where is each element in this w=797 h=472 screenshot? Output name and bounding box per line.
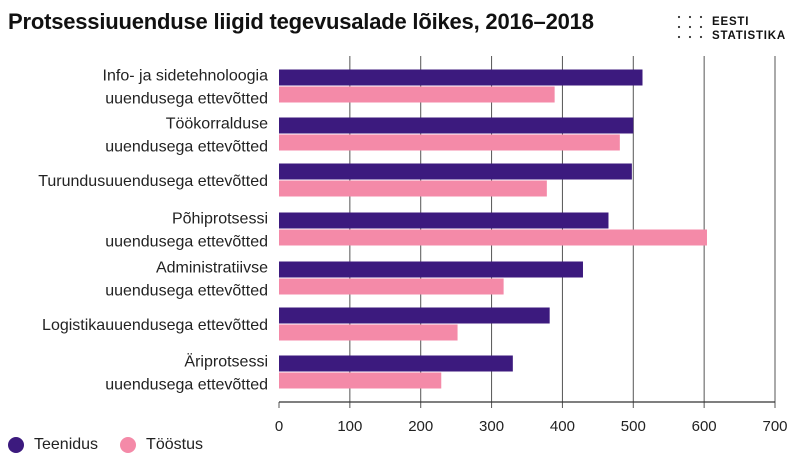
x-tick-label: 600 bbox=[692, 418, 717, 435]
bar-toostus[interactable] bbox=[279, 372, 442, 389]
chart-title: Protsessiuuenduse liigid tegevusalade lõ… bbox=[8, 9, 594, 34]
x-tick-label: 200 bbox=[408, 418, 433, 435]
x-tick-label: 0 bbox=[275, 418, 283, 435]
category-label: Äriprotsessi bbox=[184, 353, 268, 371]
x-tick-label: 500 bbox=[621, 418, 646, 435]
bar-toostus[interactable] bbox=[279, 86, 555, 103]
bar-toostus[interactable] bbox=[279, 229, 707, 246]
bar-teenidus[interactable] bbox=[279, 117, 634, 134]
category-label: Info- ja sidetehnoloogia bbox=[103, 68, 269, 85]
category-label: uuendusega ettevõtted bbox=[105, 91, 268, 108]
category-label: Põhiprotsessi bbox=[172, 211, 268, 228]
bar-toostus[interactable] bbox=[279, 278, 504, 295]
x-tick-label: 700 bbox=[762, 418, 787, 435]
x-tick-label: 400 bbox=[550, 418, 575, 435]
category-label: Töökorralduse bbox=[166, 116, 268, 133]
category-label: Administratiivse bbox=[156, 260, 268, 277]
logo-line-2: STATISTIKA bbox=[712, 30, 787, 42]
x-axis: 0 100 200 300 400 500 600 700 bbox=[275, 401, 788, 435]
legend-item-teenidus[interactable]: Teenidus bbox=[8, 436, 98, 454]
legend-label-teenidus: Teenidus bbox=[34, 436, 99, 453]
category-label: uuendusega ettevõtted bbox=[105, 234, 268, 251]
bar-teenidus[interactable] bbox=[279, 307, 550, 324]
category-label: uuendusega ettevõtted bbox=[105, 377, 268, 394]
bar-teenidus[interactable] bbox=[279, 163, 632, 180]
category-label: Logistikauuendusega ettevõtted bbox=[42, 317, 268, 334]
bar-toostus[interactable] bbox=[279, 134, 620, 151]
bar-toostus[interactable] bbox=[279, 180, 547, 197]
bar-teenidus[interactable] bbox=[279, 69, 643, 86]
x-tick-label: 300 bbox=[479, 418, 504, 435]
bar-toostus[interactable] bbox=[279, 324, 458, 341]
category-label: uuendusega ettevõtted bbox=[105, 283, 268, 300]
logo-dots-icon bbox=[677, 15, 703, 39]
category-labels: Info- ja sidetehnoloogia uuendusega ettev… bbox=[38, 68, 268, 394]
bars bbox=[279, 69, 707, 389]
logo-line-1: EESTI bbox=[712, 16, 750, 28]
legend: Teenidus Tööstus bbox=[8, 436, 225, 454]
bar-teenidus[interactable] bbox=[279, 212, 609, 229]
statistics-estonia-logo[interactable]: EESTI STATISTIKA bbox=[676, 12, 794, 44]
x-tick-label: 100 bbox=[337, 418, 362, 435]
logo-text: EESTI STATISTIKA bbox=[712, 15, 786, 43]
bar-teenidus[interactable] bbox=[279, 261, 583, 278]
legend-item-toostus[interactable]: Tööstus bbox=[120, 436, 203, 454]
legend-swatch-teenidus bbox=[8, 437, 24, 453]
legend-swatch-toostus bbox=[120, 437, 137, 453]
legend-label-toostus: Tööstus bbox=[146, 436, 203, 453]
bar-teenidus[interactable] bbox=[279, 355, 513, 372]
category-label: uuendusega ettevõtted bbox=[105, 139, 268, 156]
category-label: Turundusuuendusega ettevõtted bbox=[38, 173, 268, 190]
